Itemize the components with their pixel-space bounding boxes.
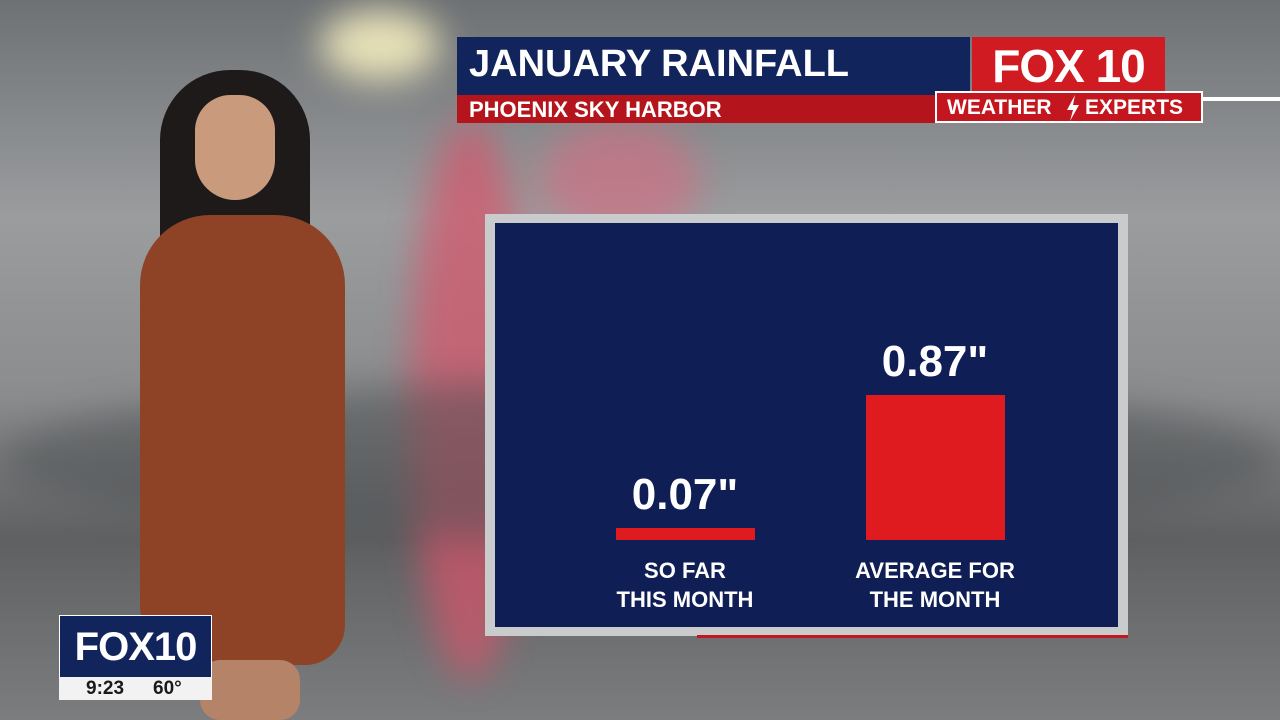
bar [615, 528, 755, 540]
rule [1203, 97, 1280, 101]
time: 9:23 [86, 678, 125, 699]
subtitle-bar: PHOENIX SKY HARBOR [457, 95, 970, 123]
tagline-left: WEATHER [947, 96, 1052, 119]
subtitle: PHOENIX SKY HARBOR [469, 97, 722, 122]
bolt-icon [1067, 95, 1079, 121]
logo: FOX 10 [992, 40, 1146, 92]
chart-panel: 0.07" SO FAR THIS MONTH 0.87" AVERAGE FOR T… [495, 223, 1118, 627]
bug-logo: FOX10 [59, 615, 212, 678]
tagline-right: EXPERTS [1085, 96, 1184, 119]
chart-rule [697, 635, 1128, 638]
title: JANUARY RAINFALL [469, 43, 850, 85]
value-label: 0.07" [631, 470, 739, 520]
title-bar: JANUARY RAINFALL [457, 37, 970, 95]
category-label: AVERAGE FOR THE MONTH [855, 558, 1015, 612]
logo-box: FOX 10 [972, 37, 1165, 92]
temperature: 60° [153, 678, 182, 699]
bar [865, 395, 1005, 540]
tagline-box: WEATHER EXPERTS [935, 91, 1203, 123]
bug-info: 9:23 60° [59, 677, 212, 700]
background-light [320, 10, 440, 80]
value-label: 0.87" [881, 337, 989, 386]
category-label: SO FAR THIS MONTH [616, 558, 754, 612]
bug-name: FOX10 [74, 625, 198, 669]
